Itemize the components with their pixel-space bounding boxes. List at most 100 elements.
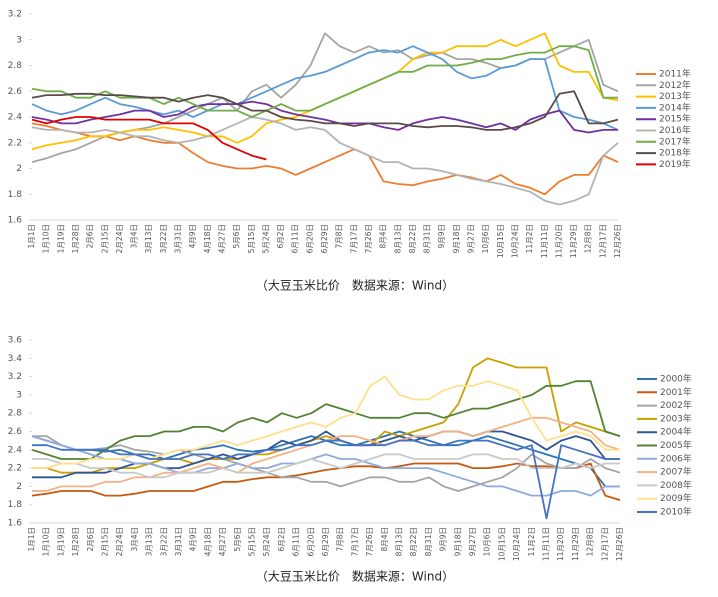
x-tick-label: 3月31日 xyxy=(174,527,183,556)
y-tick-label: 1.6 xyxy=(8,216,23,226)
legend-label: 2000年 xyxy=(660,373,692,385)
x-tick-label: 12月26日 xyxy=(615,527,624,561)
series-line xyxy=(32,430,620,479)
x-tick-label: 9月27日 xyxy=(468,527,477,556)
x-tick-label: 9月18日 xyxy=(453,527,462,556)
series-line xyxy=(31,45,619,131)
x-tick-label: 3月13日 xyxy=(144,224,153,253)
x-tick-label: 8月31日 xyxy=(424,527,433,556)
x-tick-label: 4月27日 xyxy=(217,224,226,253)
x-tick-label: 11月2日 xyxy=(527,527,536,556)
y-tick-label: 3.2 xyxy=(8,372,22,382)
series-line xyxy=(32,375,620,469)
x-tick-label: 11月29日 xyxy=(571,527,580,561)
legend-label: 2003年 xyxy=(660,412,692,424)
series-line xyxy=(31,122,619,196)
x-tick-label: 7月17日 xyxy=(350,527,359,556)
y-tick-label: 1.8 xyxy=(8,500,23,510)
x-tick-label: 3月13日 xyxy=(145,527,154,556)
x-tick-label: 5月6日 xyxy=(232,224,241,249)
x-tick-label: 8月4日 xyxy=(380,527,389,552)
legend-label: 2015年 xyxy=(659,113,691,125)
x-tick-label: 2月24日 xyxy=(115,527,124,556)
y-tick-label: 1.6 xyxy=(8,519,23,529)
legend-label: 2001年 xyxy=(660,386,692,398)
x-tick-label: 1月28日 xyxy=(71,527,80,556)
y-tick-label: 2.2 xyxy=(8,464,22,474)
x-tick-label: 1月1日 xyxy=(27,224,36,249)
y-tick-label: 2.2 xyxy=(8,138,22,148)
x-tick-label: 4月18日 xyxy=(203,527,212,556)
x-tick-label: 2月24日 xyxy=(115,224,124,253)
legend-label: 2004年 xyxy=(660,426,692,438)
legend-label: 2016年 xyxy=(659,124,691,136)
legend-label: 2009年 xyxy=(660,492,692,504)
x-tick-label: 12月17日 xyxy=(598,224,607,258)
y-tick-label: 2.8 xyxy=(8,61,23,71)
series-line xyxy=(31,116,619,206)
x-tick-label: 1月10日 xyxy=(42,527,51,556)
x-tick-label: 11月11日 xyxy=(540,224,549,258)
x-tick-label: 6月20日 xyxy=(305,224,314,253)
x-tick-label: 3月22日 xyxy=(159,224,168,253)
legend-label: 2006年 xyxy=(660,452,692,464)
x-tick-label: 10月6日 xyxy=(483,527,492,556)
x-tick-label: 9月9日 xyxy=(439,527,448,552)
x-tick-label: 3月4日 xyxy=(130,224,139,249)
legend-label: 2010年 xyxy=(660,506,692,518)
x-tick-label: 3月31日 xyxy=(174,224,183,253)
x-tick-label: 2月6日 xyxy=(86,527,95,552)
y-tick-label: 3.6 xyxy=(8,336,23,346)
x-tick-label: 12月17日 xyxy=(600,527,609,561)
x-tick-label: 4月18日 xyxy=(203,224,212,253)
x-tick-label: 6月20日 xyxy=(306,527,315,556)
x-tick-label: 4月9日 xyxy=(188,224,197,249)
series-line xyxy=(32,435,621,492)
legend-label: 2008年 xyxy=(660,479,692,491)
legend-label: 2013年 xyxy=(659,90,691,102)
x-tick-label: 7月26日 xyxy=(365,527,374,556)
legend-label: 2017年 xyxy=(659,135,691,147)
y-tick-label: 2.8 xyxy=(8,409,23,419)
x-tick-label: 10月24日 xyxy=(510,224,519,258)
y-tick-label: 2.6 xyxy=(8,87,23,97)
x-tick-label: 9月9日 xyxy=(437,224,446,249)
y-tick-label: 3.4 xyxy=(8,354,23,364)
x-tick-label: 11月20日 xyxy=(556,527,565,561)
x-tick-label: 5月6日 xyxy=(233,527,242,552)
x-tick-label: 8月31日 xyxy=(423,224,432,253)
x-tick-label: 4月9日 xyxy=(189,527,198,552)
x-tick-label: 6月11日 xyxy=(292,527,301,556)
x-tick-label: 7月8日 xyxy=(336,527,345,552)
x-tick-label: 9月18日 xyxy=(452,224,461,253)
x-tick-label: 10月15日 xyxy=(496,224,505,258)
y-tick-label: 3 xyxy=(16,35,22,45)
series-line xyxy=(32,439,620,520)
x-tick-label: 6月29日 xyxy=(320,224,329,253)
caption: （大豆玉米比价 数据来源：Wind） xyxy=(256,569,454,584)
x-tick-label: 10月15日 xyxy=(497,527,506,561)
caption: （大豆玉米比价 数据来源：Wind） xyxy=(256,278,454,293)
x-tick-label: 3月4日 xyxy=(130,527,139,552)
legend-label: 2014年 xyxy=(659,101,691,113)
x-tick-label: 12月8日 xyxy=(584,224,593,253)
x-tick-label: 3月22日 xyxy=(159,527,168,556)
series-line xyxy=(32,453,620,479)
y-tick-label: 2.6 xyxy=(8,427,23,437)
series-line xyxy=(31,100,618,134)
x-tick-label: 11月29日 xyxy=(569,224,578,258)
x-tick-label: 12月8日 xyxy=(586,527,595,556)
series-line xyxy=(32,357,621,474)
x-tick-label: 6月2日 xyxy=(277,527,286,552)
x-tick-label: 5月24日 xyxy=(262,527,271,556)
x-tick-label: 1月1日 xyxy=(27,527,36,552)
legend-label: 2007年 xyxy=(660,466,692,478)
x-tick-label: 8月22日 xyxy=(408,224,417,253)
x-tick-label: 1月19日 xyxy=(56,527,65,556)
x-tick-label: 5月24日 xyxy=(261,224,270,253)
y-tick-label: 3 xyxy=(16,390,22,400)
series-line xyxy=(31,90,619,131)
x-tick-label: 2月15日 xyxy=(101,527,110,556)
x-tick-label: 2月15日 xyxy=(100,224,109,253)
x-tick-label: 2月6日 xyxy=(86,224,95,249)
